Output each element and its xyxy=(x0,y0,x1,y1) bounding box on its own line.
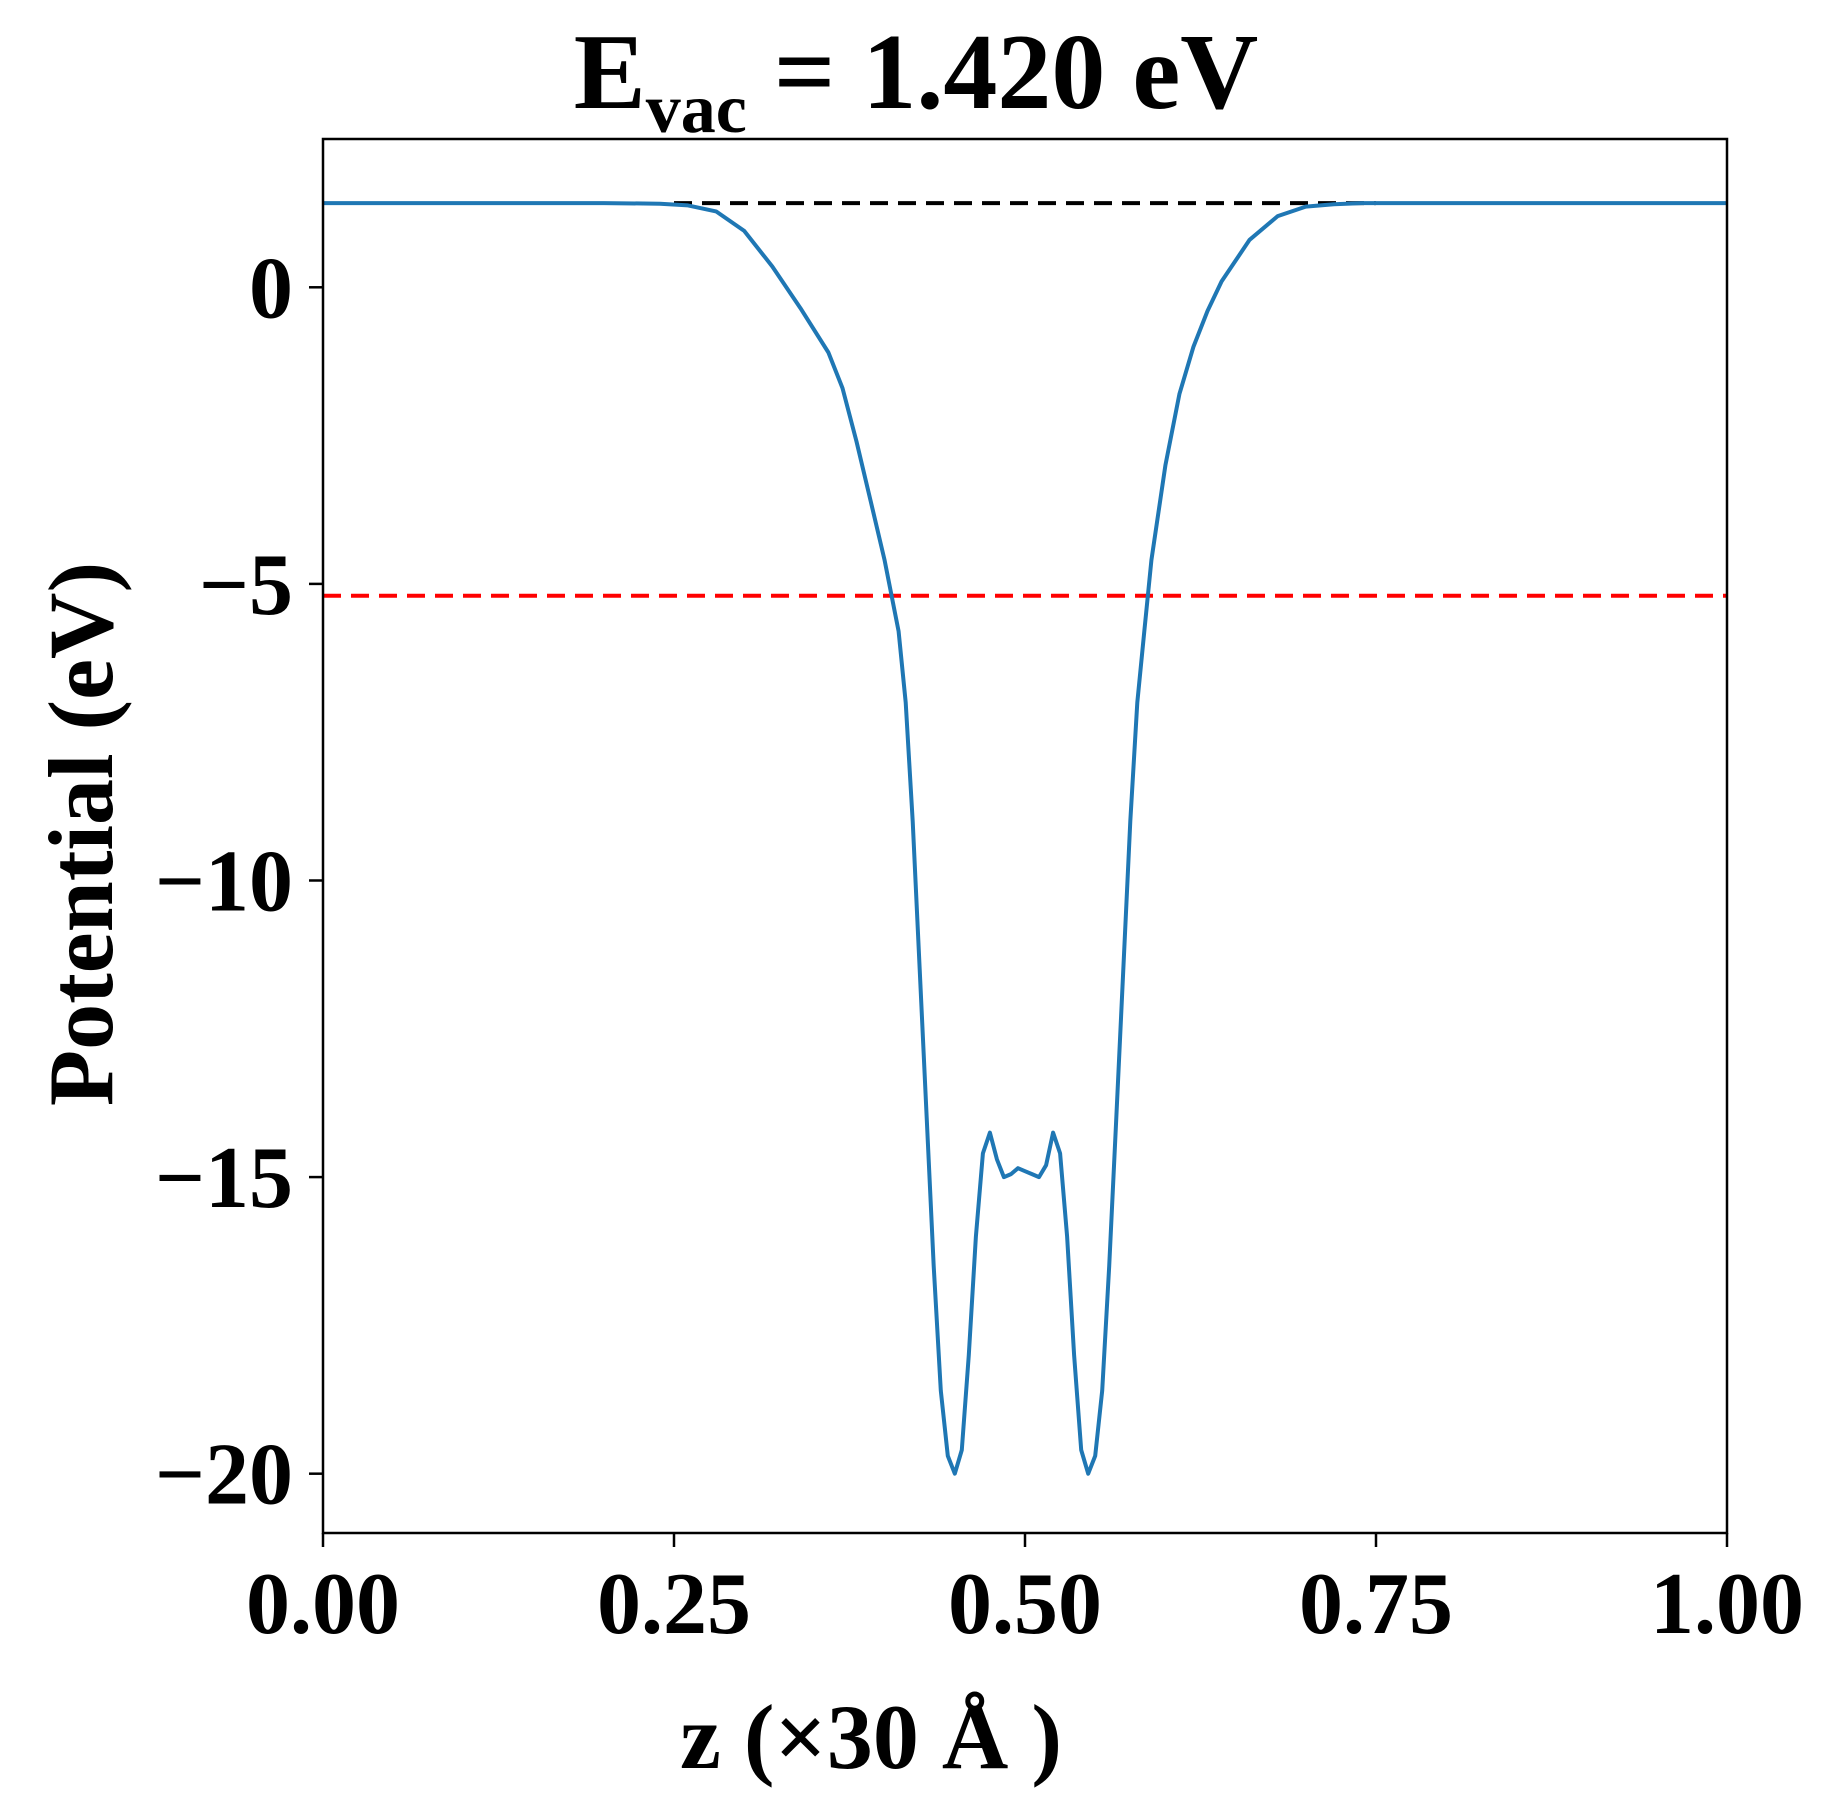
x-axis-label: z (×30 Å ) xyxy=(680,1686,1062,1788)
x-tick-label: 1.00 xyxy=(1650,1556,1804,1653)
plot-area: 0.00 0.25 0.50 0.75 1.00 0 −5 −10 −15 −20 xyxy=(155,137,1804,1653)
chart-title: Evac = 1.420 eV xyxy=(574,13,1259,148)
series-line-0 xyxy=(323,201,1727,1476)
x-axis-ticks: 0.00 0.25 0.50 0.75 1.00 xyxy=(246,1533,1804,1653)
title-subscript: vac xyxy=(646,71,747,148)
y-axis-label: Potential (eV) xyxy=(30,562,132,1106)
x-tick-label: 0.50 xyxy=(948,1556,1102,1653)
y-tick-label: −20 xyxy=(155,1427,293,1524)
y-tick-label: −15 xyxy=(155,1130,293,1227)
reference-lines xyxy=(323,201,1727,598)
y-tick-label: 0 xyxy=(249,240,293,337)
x-tick-label: 0.75 xyxy=(1299,1556,1453,1653)
y-axis-ticks: 0 −5 −10 −15 −20 xyxy=(155,240,323,1524)
title-rest: = 1.420 eV xyxy=(747,13,1258,132)
x-tick-label: 0.00 xyxy=(246,1556,400,1653)
series-layer xyxy=(323,201,1727,1476)
title-main: E xyxy=(574,13,646,132)
x-tick-label: 0.25 xyxy=(597,1556,751,1653)
y-tick-label: −5 xyxy=(199,537,293,634)
axes-frame xyxy=(321,137,1729,1535)
y-tick-label: −10 xyxy=(155,833,293,930)
